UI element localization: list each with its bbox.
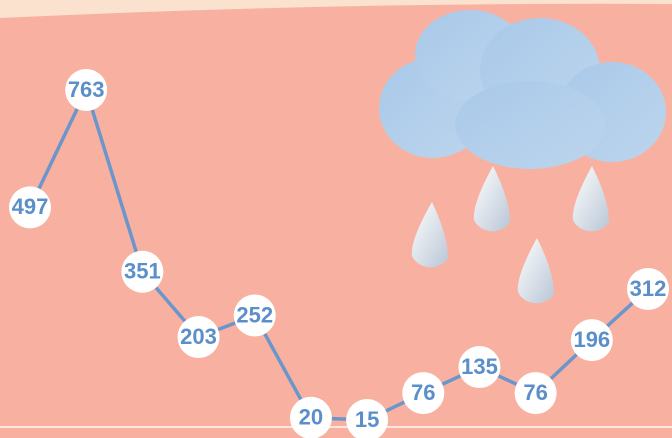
data-label: 15 (355, 407, 379, 432)
point (121, 250, 164, 293)
cloud (379, 10, 666, 169)
point (346, 399, 389, 438)
top-band (0, 0, 672, 18)
point (570, 319, 613, 362)
data-label: 20 (299, 405, 323, 430)
point (627, 267, 669, 310)
data-label: 312 (630, 276, 667, 301)
raindrops (411, 166, 609, 304)
point (9, 186, 51, 229)
data-label: 76 (523, 380, 547, 405)
data-label: 196 (573, 327, 610, 352)
point (458, 346, 501, 389)
data-label: 76 (411, 380, 435, 405)
point (65, 69, 108, 111)
point (402, 372, 445, 415)
data-label: 763 (68, 77, 105, 102)
point (514, 372, 557, 415)
data-label: 203 (180, 324, 217, 349)
point (233, 294, 276, 337)
point (177, 316, 220, 359)
data-label: 252 (236, 302, 273, 327)
data-label: 135 (461, 354, 498, 379)
data-label: 497 (12, 194, 49, 219)
data-label: 351 (124, 259, 161, 284)
point (289, 396, 332, 438)
